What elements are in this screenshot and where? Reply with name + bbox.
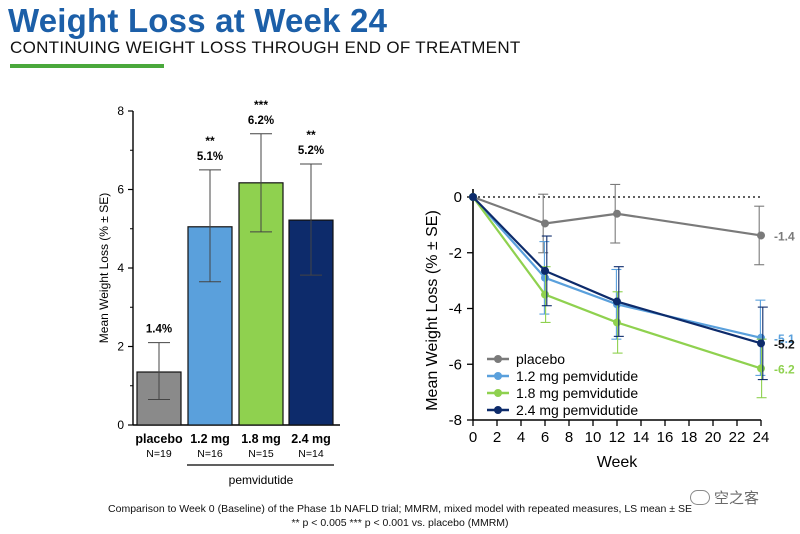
line-x-tick-label: 6 — [541, 429, 549, 446]
line-x-tick-label: 4 — [517, 429, 525, 446]
series-point — [541, 219, 549, 228]
bar-category-label: 1.8 mg — [241, 432, 281, 446]
line-x-tick-label: 8 — [565, 429, 573, 446]
series-point — [541, 273, 549, 282]
bar-n-label: N=19 — [146, 448, 172, 460]
footnote-methods: Comparison to Week 0 (Baseline) of the P… — [108, 503, 692, 515]
series-point — [541, 266, 549, 275]
series-end-label: -6.2 — [774, 362, 795, 376]
page-title: Weight Loss at Week 24 — [8, 2, 388, 39]
line-x-tick-label: 12 — [609, 429, 626, 446]
legend-swatch-marker — [494, 372, 502, 380]
bar-category-label: 2.4 mg — [291, 432, 331, 446]
series-4 — [469, 193, 768, 381]
line-y-tick-label: -4 — [449, 301, 462, 318]
series-end-label: -5.1 — [774, 332, 795, 346]
series-point — [757, 339, 765, 348]
series-point — [469, 193, 477, 201]
series-point — [541, 290, 549, 299]
bar-n-label: N=14 — [298, 448, 324, 460]
legend-label: 1.2 mg pemvidutide — [516, 368, 638, 384]
bar-y-tick-label: 0 — [117, 418, 124, 432]
bar-y-axis-label: Mean Weight Loss (% ± SE) — [97, 193, 111, 343]
legend-label: 2.4 mg pemvidutide — [516, 402, 638, 418]
series-line — [472, 196, 762, 345]
pemvidutide-group-label: pemvidutide — [229, 473, 294, 487]
accent-divider — [10, 64, 164, 68]
bar-n-label: N=16 — [197, 448, 223, 460]
series-3 — [469, 193, 767, 399]
line-x-tick-label: 14 — [633, 429, 650, 446]
legend-swatch-marker — [494, 355, 502, 363]
line-y-tick-label: 0 — [454, 189, 462, 206]
footnote-significance: ** p < 0.005 *** p < 0.001 vs. placebo (… — [291, 517, 509, 529]
line-x-tick-label: 16 — [657, 429, 674, 446]
bar-y-tick-label: 8 — [117, 104, 124, 118]
line-x-tick-label: 2 — [493, 429, 501, 446]
line-y-tick-label: -8 — [449, 412, 462, 429]
bar-category-label: 1.2 mg — [190, 432, 230, 446]
line-y-tick-label: -6 — [449, 356, 462, 373]
bar-value-label: 6.2% — [248, 115, 274, 127]
series-end-label: -5.2 — [774, 337, 795, 351]
series-line — [472, 196, 762, 339]
watermark-text: 空之客 — [714, 490, 760, 507]
series-point — [757, 231, 765, 240]
line-x-tick-label: 20 — [705, 429, 722, 446]
line-x-axis-label: Week — [597, 454, 639, 471]
bar-significance: *** — [254, 98, 268, 112]
line-y-axis-label: Mean Weight Loss (% ± SE) — [424, 210, 441, 411]
bar-category-label: placebo — [135, 432, 183, 446]
series-point — [757, 364, 765, 373]
series-end-label: -1.4 — [774, 229, 795, 243]
line-x-tick-label: 22 — [729, 429, 746, 446]
series-point — [613, 318, 621, 327]
line-y-tick-label: -2 — [449, 245, 462, 262]
bar-value-label: 5.1% — [197, 151, 223, 163]
line-x-tick-label: 0 — [469, 429, 477, 446]
bar-significance: ** — [306, 128, 316, 142]
page-subtitle: CONTINUING WEIGHT LOSS THROUGH END OF TR… — [10, 38, 521, 57]
legend-swatch-marker — [494, 406, 502, 414]
line-x-tick-label: 10 — [585, 429, 602, 446]
bar-significance: ** — [205, 134, 215, 148]
bar-value-label: 5.2% — [298, 145, 324, 157]
watermark: 空之客 — [690, 487, 759, 508]
series-point — [613, 297, 621, 306]
bar-y-tick-label: 4 — [117, 261, 124, 275]
series-line — [472, 196, 762, 370]
bar-n-label: N=15 — [248, 448, 274, 460]
bar-y-tick-label: 2 — [117, 340, 124, 354]
bar-y-tick-label: 6 — [117, 183, 124, 197]
line-x-tick-label: 18 — [681, 429, 698, 446]
series-line — [472, 195, 762, 237]
legend-label: 1.8 mg pemvidutide — [516, 385, 638, 401]
line-x-tick-label: 24 — [753, 429, 770, 446]
wechat-icon — [690, 490, 710, 505]
series-point — [613, 209, 621, 218]
legend-label: placebo — [516, 351, 565, 367]
legend-swatch-marker — [494, 389, 502, 397]
bar-value-label: 1.4% — [146, 324, 172, 336]
